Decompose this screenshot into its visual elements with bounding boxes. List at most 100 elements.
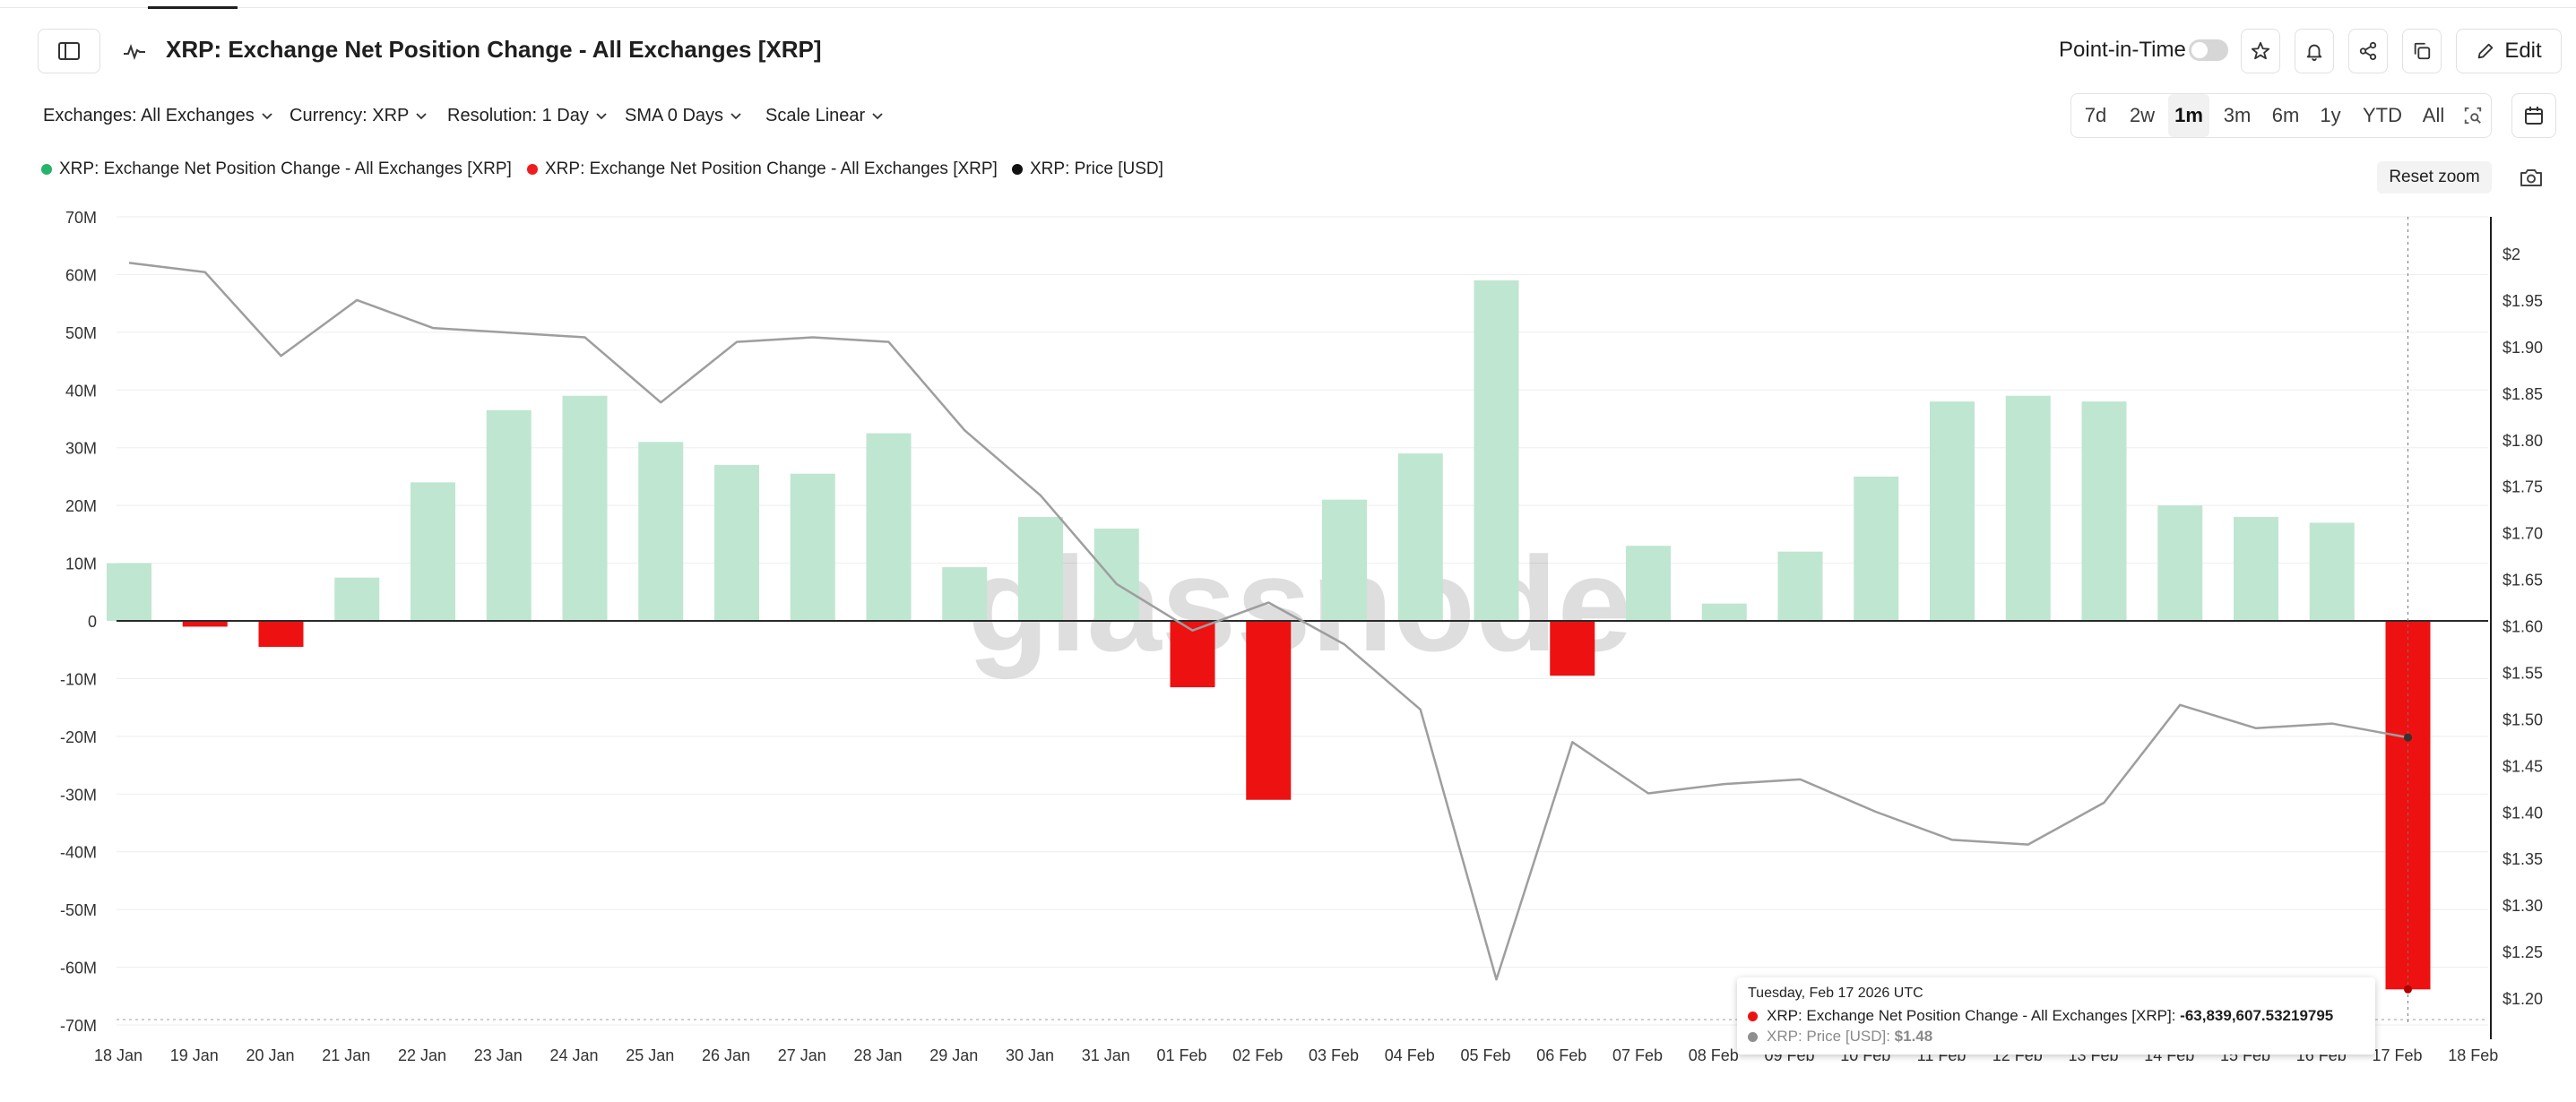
sma-dropdown[interactable]: SMA 0 Days [625, 106, 741, 126]
range-ytd-button[interactable]: YTD [2363, 104, 2402, 126]
x-tick-label: 19 Jan [170, 1046, 219, 1064]
bell-icon [2306, 44, 2322, 61]
bar-positive [638, 442, 684, 621]
tooltip-series1-label: XRP: Exchange Net Position Change - All … [1767, 1007, 2176, 1024]
point-in-time-toggle[interactable] [2189, 39, 2228, 61]
x-tick-label: 27 Jan [778, 1046, 826, 1064]
y-tick-left: 10M [65, 555, 97, 573]
legend-item-inflow[interactable]: XRP: Exchange Net Position Change - All … [41, 159, 512, 179]
exchanges-dropdown-label: Exchanges: All Exchanges [43, 106, 255, 125]
duplicate-button[interactable] [2402, 29, 2442, 73]
bar-negative [258, 621, 304, 647]
y-tick-right: $1.95 [2503, 292, 2543, 310]
range-all-button[interactable]: All [2422, 104, 2445, 126]
tooltip-row-netposition: XRP: Exchange Net Position Change - All … [1748, 1007, 2364, 1025]
resolution-dropdown[interactable]: Resolution: 1 Day [447, 106, 607, 126]
pencil-icon [2478, 43, 2494, 59]
x-tick-label: 03 Feb [1309, 1046, 1359, 1064]
toggle-knob [2191, 42, 2208, 58]
y-tick-left: -10M [60, 670, 97, 688]
bar-positive [2309, 522, 2355, 621]
range-6m-button[interactable]: 6m [2271, 104, 2300, 126]
y-tick-right: $1.30 [2503, 897, 2543, 915]
bar-positive [2157, 505, 2203, 621]
x-tick-label: 20 Jan [246, 1046, 294, 1064]
y-tick-right: $1.55 [2503, 664, 2543, 682]
y-tick-left: 70M [65, 209, 97, 227]
y-tick-right: $1.80 [2503, 432, 2543, 450]
x-tick-label: 04 Feb [1385, 1046, 1435, 1064]
camera-icon [2520, 169, 2542, 186]
y-tick-left: -50M [60, 901, 97, 919]
currency-dropdown[interactable]: Currency: XRP [290, 106, 428, 126]
y-tick-right: $1.45 [2503, 757, 2543, 775]
scale-dropdown-label: Scale Linear [765, 106, 866, 125]
bar-negative [182, 621, 228, 627]
share-icon [2359, 41, 2377, 61]
bar-positive [2081, 401, 2127, 621]
bar-positive [714, 465, 759, 621]
edit-button[interactable]: Edit [2456, 29, 2562, 73]
y-tick-right: $1.65 [2503, 572, 2543, 590]
exchanges-dropdown[interactable]: Exchanges: All Exchanges [43, 106, 272, 126]
date-picker-button[interactable] [2511, 93, 2556, 138]
range-7d-button[interactable]: 7d [2084, 104, 2107, 126]
x-tick-label: 02 Feb [1232, 1046, 1283, 1064]
sidebar-panel-icon [58, 42, 80, 60]
price-marker [2404, 733, 2412, 742]
tooltip-dot-grey [1748, 1031, 1758, 1042]
legend-label: XRP: Exchange Net Position Change - All … [545, 159, 998, 178]
zoom-area-icon [2464, 107, 2482, 125]
range-2w-button[interactable]: 2w [2129, 104, 2156, 126]
favorite-button[interactable] [2241, 29, 2280, 73]
screenshot-button[interactable] [2513, 161, 2549, 194]
reset-zoom-button[interactable]: Reset zoom [2377, 161, 2492, 194]
y-tick-right: $1.75 [2503, 478, 2543, 496]
active-tab-indicator [148, 6, 238, 9]
legend-item-outflow[interactable]: XRP: Exchange Net Position Change - All … [527, 159, 998, 179]
bar-positive [2005, 395, 2051, 621]
bar-positive [1854, 476, 1899, 621]
tooltip-dot-red [1748, 1011, 1758, 1021]
x-tick-label: 18 Feb [2448, 1046, 2498, 1064]
y-tick-left: 50M [65, 324, 97, 342]
chevron-down-icon [872, 112, 883, 119]
bar-positive [486, 409, 532, 621]
x-tick-label: 17 Feb [2372, 1046, 2422, 1064]
resolution-dropdown-label: Resolution: 1 Day [447, 106, 589, 125]
alert-button[interactable] [2295, 29, 2334, 73]
edit-label: Edit [2504, 39, 2542, 63]
range-1m-button[interactable]: 1m [2168, 94, 2209, 137]
x-tick-label: 29 Jan [929, 1046, 978, 1064]
y-tick-right: $1.60 [2503, 618, 2543, 636]
tooltip-row-price: XRP: Price [USD]: $1.48 [1748, 1028, 2364, 1046]
x-tick-label: 26 Jan [702, 1046, 750, 1064]
point-in-time-label: Point-in-Time [2059, 38, 2186, 62]
share-button[interactable] [2348, 29, 2388, 73]
legend-item-price[interactable]: XRP: Price [USD] [1012, 159, 1163, 179]
metric-chart-icon [124, 44, 145, 60]
tooltip-series1-value: -63,839,607.53219795 [2180, 1007, 2334, 1024]
price-line [128, 262, 2408, 981]
bar-positive [1777, 551, 1823, 621]
calendar-icon [2525, 107, 2543, 125]
bar-negative [1170, 621, 1215, 688]
range-1y-button[interactable]: 1y [2320, 104, 2341, 126]
bar-positive [1930, 401, 1975, 621]
watermark-logo: glassnode [967, 529, 1632, 679]
bar-positive [1322, 499, 1367, 621]
y-tick-right: $2 [2503, 245, 2520, 263]
bar-positive [1094, 528, 1139, 621]
star-icon [2251, 41, 2270, 60]
y-tick-left: -20M [60, 728, 97, 746]
sidebar-toggle-button[interactable] [38, 29, 100, 73]
copy-icon [2414, 42, 2431, 60]
zoom-select-button[interactable] [2455, 94, 2491, 137]
legend-label: XRP: Price [USD] [1030, 159, 1163, 178]
scale-dropdown[interactable]: Scale Linear [765, 106, 883, 126]
y-tick-right: $1.20 [2503, 990, 2543, 1008]
y-tick-left: -70M [60, 1017, 97, 1035]
range-3m-button[interactable]: 3m [2223, 104, 2252, 126]
legend-dot-black [1012, 164, 1023, 175]
